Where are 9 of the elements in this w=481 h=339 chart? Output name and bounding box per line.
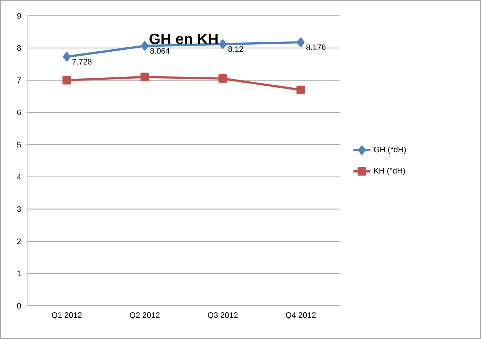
text: GH en KH <box>150 34 218 44</box>
point <box>297 38 305 48</box>
point <box>218 74 228 84</box>
point <box>219 40 227 50</box>
point <box>63 52 71 62</box>
point <box>140 72 150 82</box>
point <box>296 86 306 94</box>
point <box>62 76 72 85</box>
point <box>141 41 149 51</box>
